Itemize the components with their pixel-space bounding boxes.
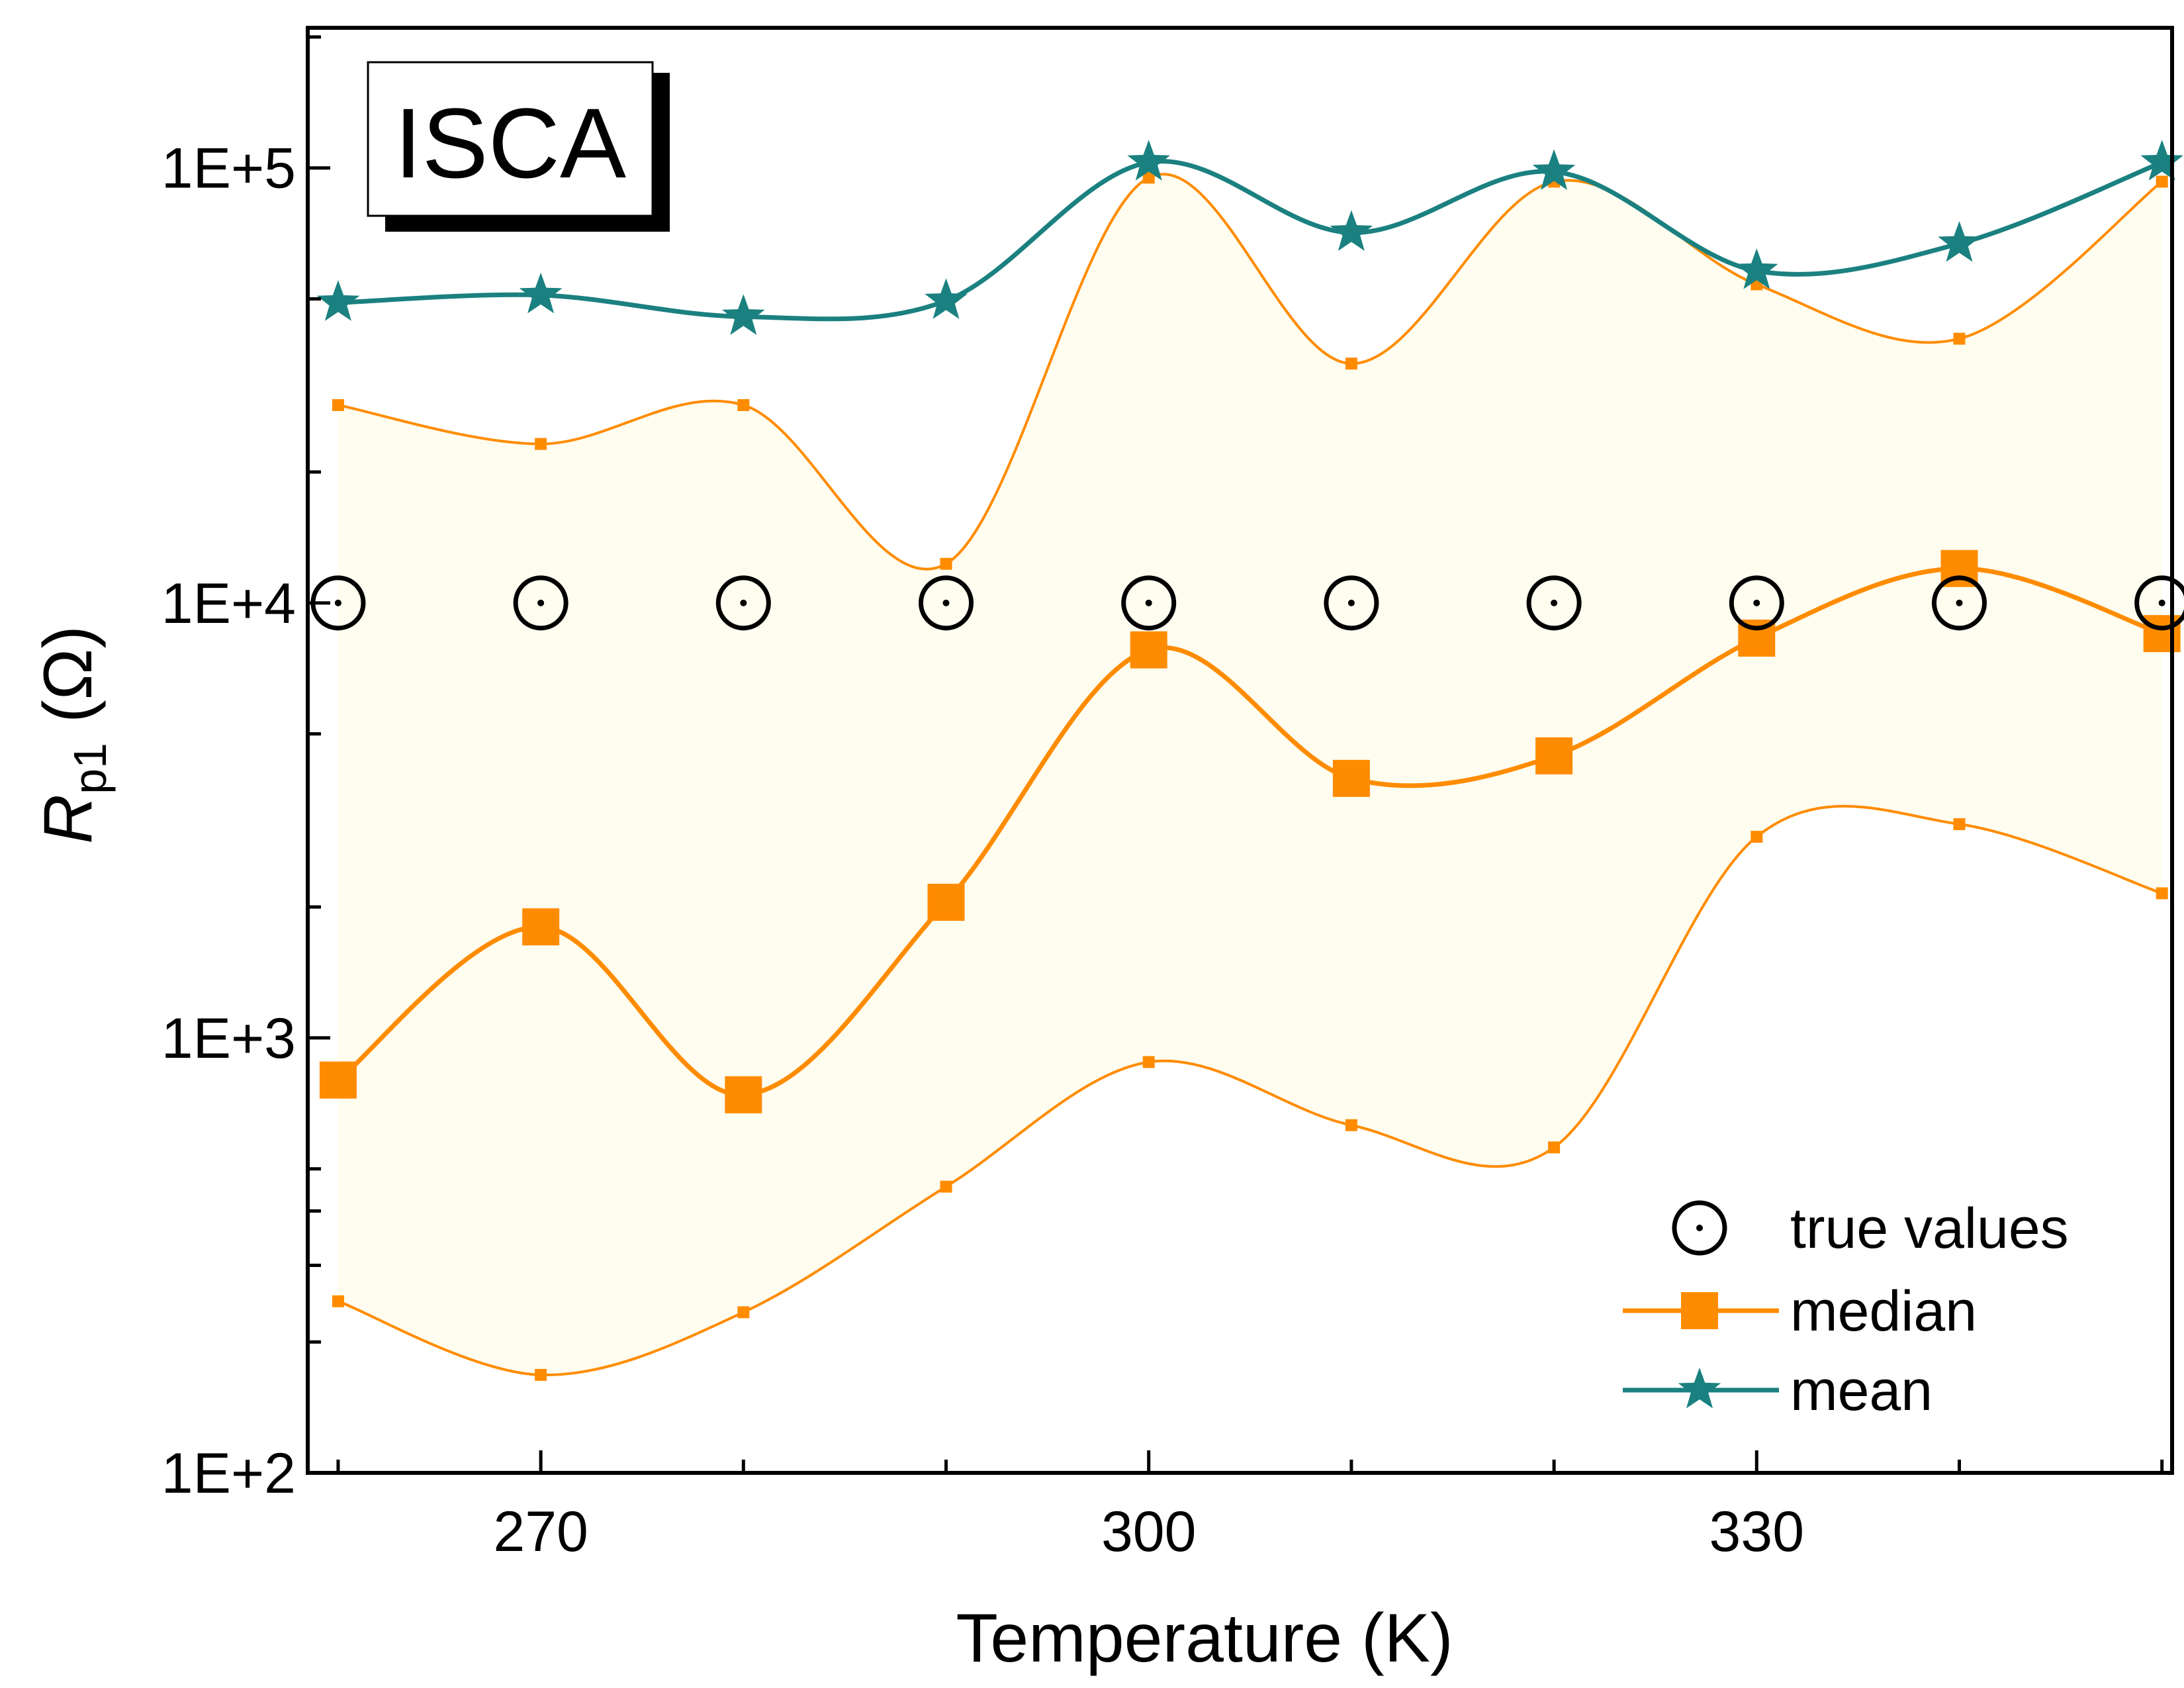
median-point-2 bbox=[725, 1076, 762, 1113]
x-tick-label: 300 bbox=[1101, 1500, 1197, 1564]
true-value-point-1 bbox=[513, 575, 569, 631]
band-lower-point-6 bbox=[1548, 1141, 1561, 1154]
band-upper-point-5 bbox=[1345, 357, 1357, 370]
band-upper-point-0 bbox=[332, 399, 344, 411]
band-lower-point-1 bbox=[535, 1368, 547, 1381]
band-lower-point-3 bbox=[940, 1180, 952, 1193]
true-value-dot-4 bbox=[1145, 599, 1152, 606]
y-tick-label: 1E+2 bbox=[161, 1442, 296, 1505]
true-value-point-2 bbox=[715, 575, 771, 631]
band-lower-point-2 bbox=[737, 1306, 750, 1319]
mean-point-8 bbox=[1938, 221, 1981, 262]
band-lower-point-9 bbox=[2156, 887, 2168, 900]
median-point-9 bbox=[2143, 615, 2181, 653]
series-layer bbox=[310, 140, 2184, 1113]
band-lower-line bbox=[338, 804, 2163, 1376]
median-point-4 bbox=[1130, 631, 1167, 669]
y-tick-label: 1E+4 bbox=[161, 572, 296, 635]
legend-label-median: median bbox=[1790, 1280, 1977, 1343]
axes-layer: 270 300 330 1E+2 1E+3 1E+4 1E+5 bbox=[161, 35, 2164, 1564]
mean-point-9 bbox=[2140, 140, 2183, 181]
mean-point-6 bbox=[1532, 149, 1576, 190]
legend-label-true-values: true values bbox=[1790, 1197, 2069, 1260]
band-fill bbox=[338, 174, 2162, 1376]
true-value-dot-1 bbox=[537, 599, 545, 606]
median-line bbox=[336, 566, 2163, 1098]
band-lower-point-8 bbox=[1953, 818, 1966, 831]
legend-median-marker bbox=[1681, 1292, 1718, 1329]
panel-label-box: ISCA bbox=[367, 61, 670, 232]
true-value-point-9 bbox=[2134, 575, 2184, 631]
band-upper-point-8 bbox=[1953, 332, 1966, 345]
x-tick-label: 270 bbox=[493, 1500, 588, 1564]
band-upper-point-9 bbox=[2156, 175, 2168, 188]
plot-frame bbox=[306, 26, 2174, 1475]
true-value-point-6 bbox=[1526, 575, 1582, 631]
y-tick-label: 1E+3 bbox=[161, 1007, 296, 1070]
band-lower-point-0 bbox=[332, 1295, 344, 1307]
mean-point-4 bbox=[1127, 140, 1170, 181]
legend-mean-marker bbox=[1678, 1368, 1721, 1409]
true-value-point-4 bbox=[1121, 575, 1177, 631]
true-value-point-3 bbox=[919, 575, 974, 631]
band-upper-line bbox=[338, 173, 2163, 571]
true-value-dot-6 bbox=[1551, 599, 1558, 606]
band-lower-point-4 bbox=[1142, 1056, 1155, 1068]
mean-point-2 bbox=[722, 294, 765, 335]
true-value-dot-8 bbox=[1956, 599, 1963, 606]
y-tick-label: 1E+5 bbox=[161, 137, 296, 201]
panel-label-frame bbox=[367, 61, 654, 217]
panel-label: ISCA bbox=[394, 87, 626, 199]
y-axis-subscript: p1 bbox=[64, 743, 116, 794]
median-point-6 bbox=[1535, 737, 1573, 774]
y-axis-unit: (Ω) bbox=[30, 626, 107, 723]
true-value-dot-7 bbox=[1753, 599, 1760, 606]
band-lower-point-7 bbox=[1751, 831, 1763, 843]
legend: true values median mean bbox=[1623, 1197, 2069, 1423]
median-point-5 bbox=[1332, 759, 1370, 797]
true-value-dot-2 bbox=[740, 599, 747, 606]
mean-point-3 bbox=[925, 278, 968, 319]
true-value-point-8 bbox=[1931, 575, 1987, 631]
y-axis-title: Rp1 (Ω) bbox=[30, 626, 116, 844]
band-upper-point-4 bbox=[1142, 171, 1155, 184]
mean-point-0 bbox=[316, 280, 360, 321]
median-point-1 bbox=[522, 908, 560, 946]
median-point-0 bbox=[319, 1061, 357, 1099]
x-tick-label: 330 bbox=[1709, 1500, 1805, 1564]
true-value-dot-3 bbox=[942, 599, 950, 606]
x-axis-title: Temperature (K) bbox=[956, 1600, 1453, 1677]
median-point-3 bbox=[927, 884, 965, 921]
band-upper-point-3 bbox=[940, 557, 952, 570]
true-value-dot-9 bbox=[2158, 599, 2165, 606]
mean-point-5 bbox=[1330, 210, 1373, 251]
band-lower-point-5 bbox=[1345, 1119, 1357, 1131]
true-value-dot-5 bbox=[1347, 599, 1355, 606]
y-axis-symbol: R bbox=[30, 794, 107, 844]
legend-true-values-marker bbox=[1672, 1200, 1727, 1256]
mean-line bbox=[338, 159, 2163, 322]
true-value-dot-0 bbox=[334, 599, 341, 606]
plot-area bbox=[310, 140, 2184, 1381]
true-value-point-7 bbox=[1729, 575, 1784, 631]
band-upper-point-1 bbox=[535, 438, 547, 450]
mean-point-1 bbox=[519, 272, 563, 314]
legend-true-values-dot bbox=[1696, 1225, 1703, 1231]
band-upper-point-2 bbox=[737, 399, 750, 411]
legend-label-mean: mean bbox=[1790, 1359, 1933, 1423]
mean-point-7 bbox=[1735, 248, 1778, 289]
true-value-point-5 bbox=[1324, 575, 1379, 631]
